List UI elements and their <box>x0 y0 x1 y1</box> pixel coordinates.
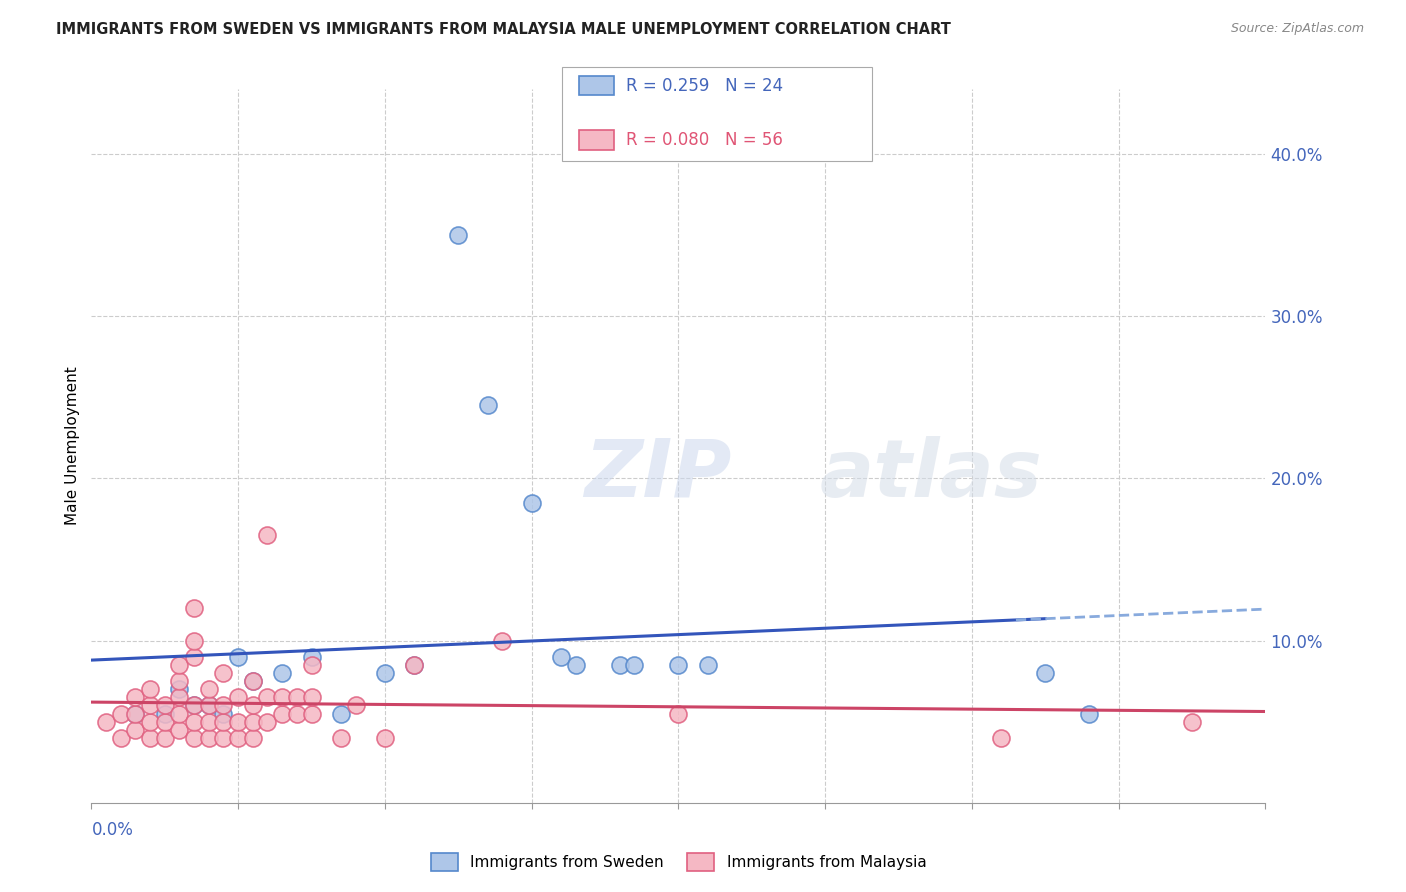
Point <box>329 731 352 745</box>
Point <box>609 657 631 672</box>
Point <box>212 706 235 721</box>
Point <box>1033 666 1056 681</box>
Point <box>329 706 352 721</box>
Y-axis label: Male Unemployment: Male Unemployment <box>65 367 80 525</box>
Point <box>169 723 191 737</box>
Text: Source: ZipAtlas.com: Source: ZipAtlas.com <box>1230 22 1364 36</box>
Point <box>404 657 426 672</box>
Point <box>153 698 176 713</box>
Legend: Immigrants from Sweden, Immigrants from Malaysia: Immigrants from Sweden, Immigrants from … <box>425 847 932 877</box>
Point <box>212 698 235 713</box>
Point <box>226 690 249 705</box>
Point <box>139 731 162 745</box>
Point <box>183 649 205 664</box>
Point <box>242 714 264 729</box>
Point <box>124 706 146 721</box>
Point <box>212 731 235 745</box>
Point <box>271 706 294 721</box>
Point <box>242 731 264 745</box>
Point <box>110 731 132 745</box>
Point <box>139 682 162 697</box>
Point <box>139 698 162 713</box>
Point <box>124 723 146 737</box>
Point <box>169 674 191 689</box>
Point <box>183 698 205 713</box>
Point <box>212 714 235 729</box>
Point <box>226 714 249 729</box>
Point <box>124 706 146 721</box>
Point <box>256 528 278 542</box>
Point <box>242 698 264 713</box>
Point <box>564 657 586 672</box>
Point <box>666 706 689 721</box>
Point <box>491 633 513 648</box>
Point <box>242 674 264 689</box>
Point <box>169 690 191 705</box>
Point <box>1181 714 1204 729</box>
Point <box>344 698 367 713</box>
Text: R = 0.080   N = 56: R = 0.080 N = 56 <box>626 131 783 149</box>
Text: ZIP: ZIP <box>585 435 733 514</box>
Point <box>183 731 205 745</box>
Point <box>520 496 543 510</box>
Point <box>197 698 219 713</box>
Point <box>153 731 176 745</box>
Point <box>285 690 308 705</box>
Point <box>197 698 219 713</box>
Text: IMMIGRANTS FROM SWEDEN VS IMMIGRANTS FROM MALAYSIA MALE UNEMPLOYMENT CORRELATION: IMMIGRANTS FROM SWEDEN VS IMMIGRANTS FRO… <box>56 22 950 37</box>
Point <box>169 706 191 721</box>
Point <box>447 228 470 243</box>
Point <box>183 714 205 729</box>
Point <box>169 682 191 697</box>
Point <box>197 731 219 745</box>
Point <box>226 731 249 745</box>
Point <box>696 657 718 672</box>
Point <box>139 714 162 729</box>
Point <box>197 682 219 697</box>
Point <box>404 657 426 672</box>
Point <box>1078 706 1101 721</box>
Point <box>153 714 176 729</box>
Point <box>301 706 323 721</box>
Point <box>990 731 1012 745</box>
Point <box>183 698 205 713</box>
Point <box>212 666 235 681</box>
Point <box>285 706 308 721</box>
Point <box>183 601 205 615</box>
Point <box>374 666 396 681</box>
Point <box>226 649 249 664</box>
Point <box>94 714 117 729</box>
Point <box>242 674 264 689</box>
Point <box>124 690 146 705</box>
Point <box>256 714 278 729</box>
Point <box>271 690 294 705</box>
Point <box>666 657 689 672</box>
Point <box>153 706 176 721</box>
Point <box>197 714 219 729</box>
Point <box>301 649 323 664</box>
Point <box>301 690 323 705</box>
Point <box>623 657 645 672</box>
Point <box>477 399 499 413</box>
Point <box>169 657 191 672</box>
Point <box>110 706 132 721</box>
Text: R = 0.259   N = 24: R = 0.259 N = 24 <box>626 77 783 95</box>
Point <box>550 649 572 664</box>
Text: atlas: atlas <box>820 435 1042 514</box>
Text: 0.0%: 0.0% <box>91 821 134 838</box>
Point <box>301 657 323 672</box>
Point <box>271 666 294 681</box>
Point <box>256 690 278 705</box>
Point <box>374 731 396 745</box>
Point <box>183 633 205 648</box>
